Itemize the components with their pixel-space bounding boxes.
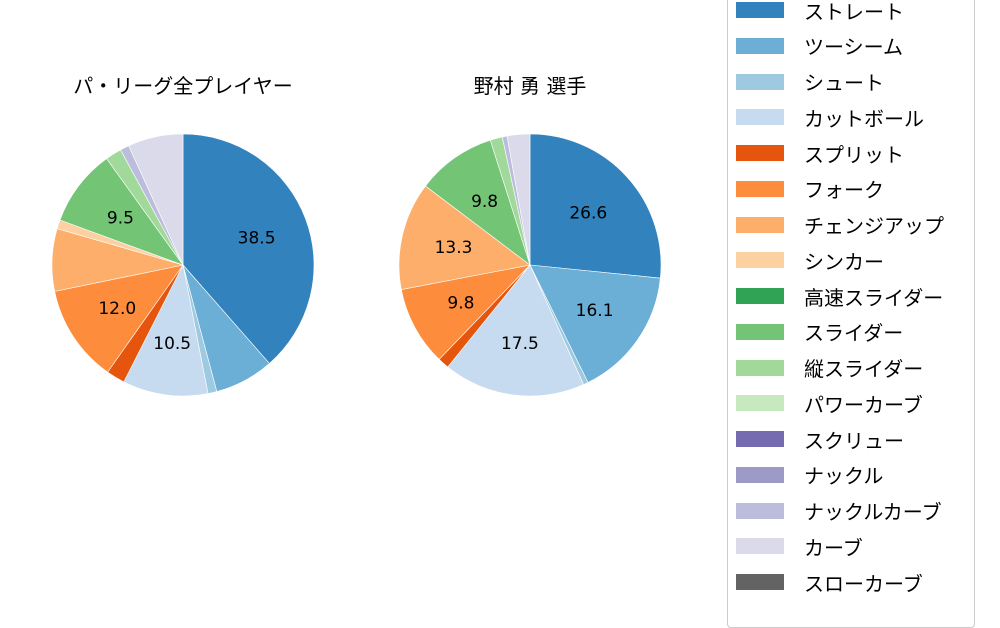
pie-slice (529, 264, 661, 383)
pie-slice (398, 185, 531, 290)
pie-slice (128, 133, 184, 266)
legend-label: ナックルカーブ (804, 500, 942, 524)
pie-slice (123, 264, 209, 397)
legend-label: カーブ (804, 535, 863, 560)
legend-label: パワーカーブ (804, 392, 923, 417)
legend-swatch (736, 37, 784, 54)
legend-item: ストレート (736, 0, 904, 24)
legend-swatch (736, 180, 784, 197)
legend-item: スローカーブ (736, 570, 923, 596)
chart-title-league: パ・リーグ全プレイヤー (73, 74, 293, 98)
slice-value-label: 12.0 (98, 299, 136, 319)
legend-label: スクリュー (804, 428, 904, 453)
legend-item: スクリュー (736, 427, 904, 453)
legend-swatch (736, 2, 784, 18)
slice-value-label: 17.5 (501, 334, 539, 354)
legend-item: ナックル (736, 463, 884, 489)
legend: ストレートツーシームシュートカットボール スプリットフォークチェンジアップ シンカー… (727, 0, 975, 628)
slice-value-label: 10.5 (153, 334, 191, 354)
legend-label: シュート (804, 71, 884, 95)
legend-item: カーブ (736, 534, 863, 560)
slice-value-label: 9.5 (107, 209, 134, 229)
slice-value-label: 9.8 (447, 293, 474, 313)
pie-slice (54, 264, 184, 373)
chart-title-player: 野村 勇 選手 (473, 74, 587, 98)
pie-slice (59, 158, 184, 266)
pie-slice (447, 264, 584, 397)
slice-value-label: 13.3 (435, 238, 473, 258)
legend-swatch (736, 431, 784, 447)
legend-item: 縦スライダー (736, 356, 924, 381)
legend-item: ナックルカーブ (736, 499, 942, 524)
legend-swatch (736, 73, 784, 90)
legend-swatch (736, 538, 784, 555)
legend-label: 高速スライダー (804, 285, 944, 310)
legend-label: スプリット (804, 142, 904, 167)
pie-league: 38.5 10.5 12.0 9.5 (51, 133, 315, 397)
legend-swatch (736, 359, 784, 376)
pie-player: 26.6 16.1 17.5 9.8 13.3 9.8 (398, 133, 662, 397)
pie-slice (506, 133, 531, 266)
legend-swatch (736, 502, 784, 519)
legend-label: カットボール (804, 106, 924, 131)
legend-swatch (736, 574, 784, 590)
legend-swatch (736, 252, 784, 269)
legend-swatch (736, 288, 784, 304)
legend-label: スライダー (804, 321, 904, 346)
slice-value-label: 26.6 (569, 203, 607, 223)
legend-label: チェンジアップ (804, 214, 944, 238)
legend-swatch (736, 395, 784, 412)
legend-swatch (736, 145, 784, 161)
pie-charts: 38.5 10.5 12.0 9.5 26.6 16.1 17.5 9.8 13.3 9.8 (51, 133, 662, 397)
legend-label: ストレート (804, 0, 904, 24)
slice-value-label: 38.5 (238, 228, 276, 248)
legend-item: シンカー (736, 248, 884, 274)
legend-item: ツーシーム (736, 34, 903, 60)
legend-label: ナックル (804, 464, 884, 489)
legend-item: フォーク (736, 177, 884, 203)
pie-slice (182, 133, 315, 364)
legend-swatch (736, 323, 784, 340)
legend-item: カットボール (736, 105, 924, 131)
pie-slice (529, 133, 662, 279)
legend-item: スライダー (736, 320, 904, 346)
slice-value-label: 9.8 (471, 192, 498, 212)
pie-slice (400, 264, 531, 360)
legend-swatch (736, 466, 784, 483)
legend-label: シンカー (804, 249, 884, 274)
legend-label: フォーク (804, 178, 884, 203)
legend-item: チェンジアップ (736, 213, 944, 238)
pie-slice (425, 139, 531, 266)
legend-swatch (736, 216, 784, 233)
legend-label: ツーシーム (804, 35, 903, 60)
legend-label: 縦スライダー (804, 357, 924, 381)
legend-item: 高速スライダー (736, 284, 944, 310)
legend-item: スプリット (736, 141, 904, 167)
legend-item: パワーカーブ (736, 391, 923, 417)
slice-value-label: 16.1 (576, 301, 614, 321)
legend-item: シュート (736, 70, 884, 95)
legend-label: スローカーブ (804, 571, 923, 596)
legend-swatch (736, 109, 784, 126)
